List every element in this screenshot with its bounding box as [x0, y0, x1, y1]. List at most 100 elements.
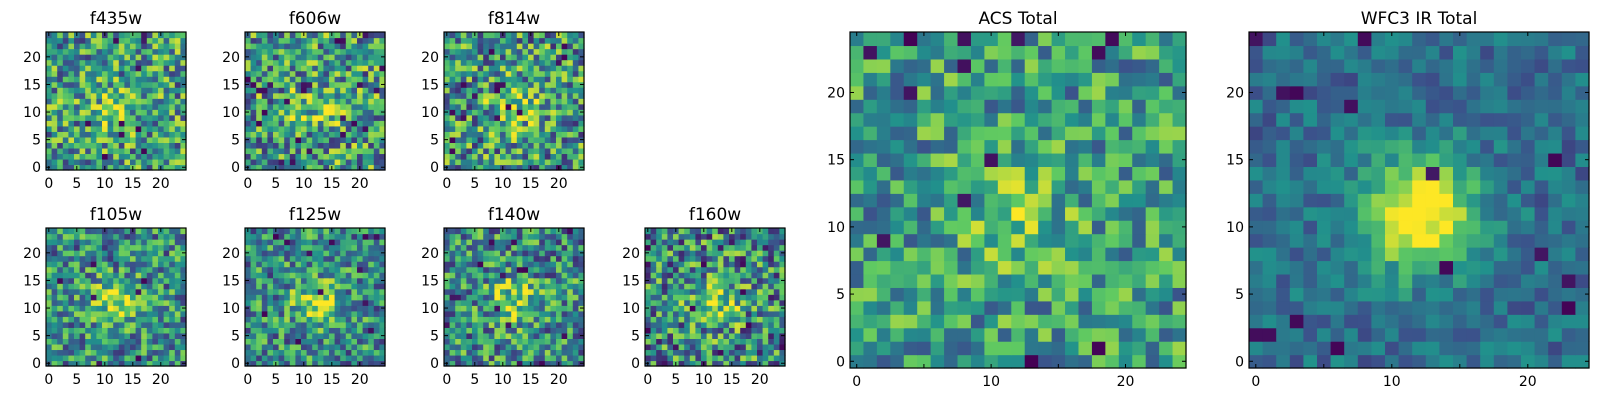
heatmap-cell: [79, 321, 86, 328]
heatmap-cell: [256, 164, 263, 171]
heatmap-cell: [169, 316, 176, 323]
heatmap-cell: [500, 277, 507, 284]
heatmap-cell: [368, 266, 375, 273]
heatmap-cell: [701, 272, 708, 279]
heatmap-cell: [180, 76, 187, 83]
heatmap-cell: [301, 233, 308, 240]
heatmap-cell: [273, 349, 280, 356]
heatmap-cell: [444, 142, 451, 149]
heatmap-cell: [362, 65, 369, 72]
heatmap-cell: [477, 272, 484, 279]
heatmap-cell: [245, 327, 252, 334]
heatmap-cell: [261, 288, 268, 295]
heatmap-cell: [656, 299, 663, 306]
heatmap-cell: [118, 327, 125, 334]
heatmap-cell: [245, 48, 252, 55]
heatmap-cell: [57, 266, 64, 273]
heatmap-cell: [345, 349, 352, 356]
heatmap-cell: [152, 125, 159, 132]
heatmap-cell: [102, 153, 109, 160]
heatmap-cell: [250, 310, 257, 317]
heatmap-cell: [876, 300, 891, 315]
heatmap-cell: [472, 147, 479, 155]
heatmap-cell: [661, 283, 668, 290]
heatmap-cell: [1024, 327, 1039, 342]
heatmap-cell: [667, 277, 674, 284]
heatmap-cell: [141, 136, 148, 143]
heatmap-cell: [539, 327, 546, 334]
heatmap-cell: [550, 87, 557, 94]
heatmap-cell: [345, 255, 352, 262]
heatmap-cell: [256, 321, 263, 328]
heatmap-cell: [533, 92, 540, 99]
heatmap-cell: [516, 310, 523, 317]
heatmap-cell: [135, 76, 142, 83]
heatmap-cell: [124, 294, 131, 301]
heatmap-cell: [561, 266, 568, 273]
heatmap-cell: [1105, 247, 1120, 262]
heatmap-cell: [997, 247, 1012, 262]
heatmap-cell: [701, 244, 708, 251]
heatmap-cell: [717, 343, 724, 351]
heatmap-cell: [118, 65, 125, 72]
heatmap-cell: [661, 244, 668, 251]
heatmap-cell: [460, 125, 467, 132]
heatmap-cell: [379, 255, 386, 262]
heatmap-cell: [667, 354, 674, 362]
heatmap-cell: [522, 233, 529, 240]
heatmap-cell: [351, 153, 358, 160]
heatmap-cell: [556, 87, 563, 94]
heatmap-cell: [957, 247, 972, 262]
heatmap-cell: [85, 310, 92, 317]
heatmap-cell: [556, 255, 563, 262]
heatmap-cell: [340, 114, 347, 121]
heatmap-cell: [345, 59, 352, 66]
heatmap-cell: [466, 338, 473, 345]
x-tick-label: 15: [723, 372, 741, 388]
heatmap-cell: [273, 305, 280, 312]
heatmap-cell: [522, 147, 529, 155]
heatmap-cell: [85, 266, 92, 273]
heatmap-cell: [323, 70, 330, 77]
heatmap-cell: [494, 98, 501, 105]
heatmap-cell: [757, 283, 764, 290]
heatmap-cell: [79, 70, 86, 77]
heatmap-cell: [488, 109, 495, 116]
heatmap-cell: [273, 332, 280, 339]
heatmap-cell: [997, 260, 1012, 275]
heatmap-cell: [357, 147, 364, 155]
heatmap-cell: [449, 343, 456, 351]
heatmap-cell: [1091, 314, 1106, 329]
heatmap-cell: [483, 131, 490, 138]
heatmap-cell: [1011, 260, 1026, 275]
heatmap-cell: [340, 343, 347, 351]
heatmap-cell: [539, 338, 546, 345]
heatmap-cell: [488, 261, 495, 268]
heatmap-cell: [334, 294, 341, 301]
heatmap-cell: [289, 228, 296, 235]
heatmap-cell: [46, 98, 53, 105]
heatmap-cell: [357, 76, 364, 83]
heatmap-cell: [284, 332, 291, 339]
heatmap-cell: [102, 255, 109, 262]
heatmap-cell: [645, 343, 652, 351]
heatmap-cell: [135, 153, 142, 160]
heatmap-cell: [261, 305, 268, 312]
heatmap-cell: [68, 92, 75, 99]
heatmap-cell: [51, 147, 58, 155]
heatmap-cell: [250, 125, 257, 132]
heatmap-cell: [561, 250, 568, 257]
heatmap-cell: [107, 288, 114, 295]
heatmap-cell: [362, 70, 369, 77]
heatmap-cell: [561, 76, 568, 83]
heatmap-cell: [362, 321, 369, 328]
heatmap-cell: [357, 48, 364, 55]
heatmap-cell: [96, 142, 103, 149]
heatmap-cell: [678, 239, 685, 246]
heatmap-cell: [362, 142, 369, 149]
heatmap-cell: [712, 277, 719, 284]
heatmap-cell: [661, 310, 668, 317]
heatmap-cell: [544, 272, 551, 279]
heatmap-cell: [572, 310, 579, 317]
heatmap-cell: [334, 255, 341, 262]
